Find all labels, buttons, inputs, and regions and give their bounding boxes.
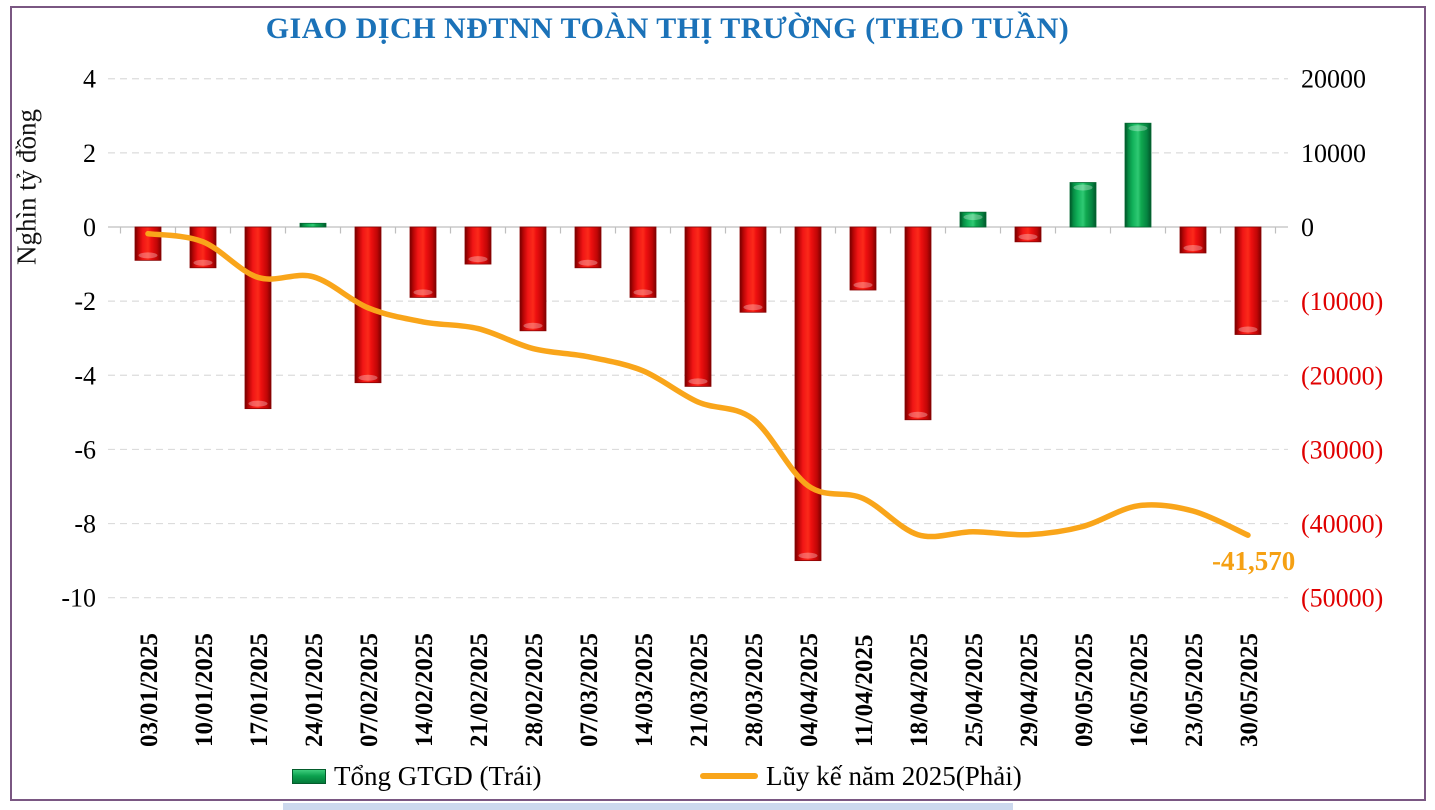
right-axis-tick-label: (10000) bbox=[1301, 287, 1383, 316]
legend-item-line: Lũy kế năm 2025(Phải) bbox=[700, 758, 1022, 794]
line-series-swatch-icon bbox=[700, 773, 758, 779]
x-axis-date-label: 07/03/2025 bbox=[576, 633, 603, 747]
cumulative-line bbox=[145, 230, 1251, 540]
bar-cap-highlight bbox=[963, 214, 983, 221]
left-axis-tick-label: 2 bbox=[83, 139, 96, 168]
line-series bbox=[145, 230, 1251, 540]
chart-title: GIAO DỊCH NĐTNN TOÀN THỊ TRƯỜNG (THEO TU… bbox=[265, 12, 1070, 45]
left-axis-tick-label: -8 bbox=[74, 510, 96, 539]
legend-label-bars: Tổng GTGD (Trái) bbox=[334, 760, 542, 791]
bar-cap-highlight bbox=[413, 289, 433, 296]
bar-04-04-2025 bbox=[794, 226, 822, 562]
bar-14-03-2025 bbox=[629, 226, 657, 298]
x-axis-date-label: 09/05/2025 bbox=[1071, 633, 1098, 747]
bar-series-swatch-icon bbox=[292, 768, 326, 784]
right-axis-tick-label: 0 bbox=[1301, 213, 1314, 242]
bar-23-05-2025 bbox=[1179, 226, 1207, 254]
x-axis-date-label: 28/03/2025 bbox=[741, 633, 768, 747]
x-axis-date-label: 21/03/2025 bbox=[686, 633, 713, 747]
bar-30-05-2025 bbox=[1234, 226, 1262, 335]
bar-cap-highlight bbox=[1073, 184, 1093, 191]
bar-21-02-2025 bbox=[464, 226, 492, 265]
bar-14-02-2025 bbox=[409, 226, 437, 298]
x-axis-date-label: 04/04/2025 bbox=[796, 633, 823, 747]
x-axis-date-label: 23/05/2025 bbox=[1181, 633, 1208, 747]
left-axis-tick-label: -6 bbox=[74, 435, 96, 464]
left-axis-tick-label: 4 bbox=[83, 65, 96, 94]
bar-cap-highlight bbox=[908, 411, 928, 418]
x-axis-date-label: 25/04/2025 bbox=[961, 633, 988, 747]
left-axis-tick-label: -4 bbox=[74, 361, 96, 390]
bar-cap-highlight bbox=[523, 322, 543, 329]
left-axis-tick-label: -10 bbox=[61, 584, 96, 613]
bar-09-05-2025 bbox=[1069, 182, 1097, 228]
x-axis-date-label: 21/02/2025 bbox=[466, 633, 493, 747]
right-axis-tick-label: (40000) bbox=[1301, 510, 1383, 539]
x-axis-date-label: 24/01/2025 bbox=[301, 633, 328, 747]
bar-cap-highlight bbox=[798, 552, 818, 559]
bar-07-03-2025 bbox=[574, 226, 602, 269]
bar-cap-highlight bbox=[1018, 233, 1038, 240]
right-axis-tick-label: (30000) bbox=[1301, 435, 1383, 464]
right-axis-tick-label: 10000 bbox=[1301, 139, 1366, 168]
bar-17-01-2025 bbox=[244, 226, 272, 410]
bottom-strip bbox=[283, 803, 1013, 810]
left-axis-tick-label: -2 bbox=[74, 287, 96, 316]
x-axis-date-label: 29/04/2025 bbox=[1016, 633, 1043, 747]
bar-cap-highlight bbox=[633, 289, 653, 296]
line-end-annotation: -41,570 bbox=[1212, 546, 1295, 576]
x-axis-date-label: 17/01/2025 bbox=[246, 633, 273, 747]
legend-label-line: Lũy kế năm 2025(Phải) bbox=[766, 760, 1022, 791]
bar-11-04-2025 bbox=[849, 226, 877, 291]
right-axis-tick-label: (20000) bbox=[1301, 361, 1383, 390]
bar-cap-highlight bbox=[1238, 326, 1258, 333]
x-axis-date-label: 14/02/2025 bbox=[411, 633, 438, 747]
bar-24-01-2025 bbox=[299, 222, 327, 228]
x-axis-date-label: 30/05/2025 bbox=[1236, 633, 1263, 747]
bar-cap-highlight bbox=[193, 259, 213, 266]
bar-07-02-2025 bbox=[354, 226, 382, 384]
bar-cap-highlight bbox=[853, 282, 873, 289]
bar-cap-highlight bbox=[743, 304, 763, 311]
bar-29-04-2025 bbox=[1014, 226, 1042, 243]
bar-series bbox=[134, 122, 1262, 562]
bar-cap-highlight bbox=[1128, 125, 1148, 132]
x-axis-date-label: 16/05/2025 bbox=[1126, 633, 1153, 747]
bar-cap-highlight bbox=[1183, 244, 1203, 251]
axis-labels: 4 20000 2 10000 0 0 -2 (10000) -4 (20000) -6 (30000… bbox=[61, 65, 1383, 747]
bar-28-02-2025 bbox=[519, 226, 547, 332]
x-axis-date-label: 14/03/2025 bbox=[631, 633, 658, 747]
x-axis-date-label: 07/02/2025 bbox=[356, 633, 383, 747]
bar-cap-highlight bbox=[358, 374, 378, 381]
x-axis-date-label: 03/01/2025 bbox=[136, 633, 163, 747]
x-axis-date-label: 11/04/2025 bbox=[851, 634, 878, 747]
x-axis-date-label: 10/01/2025 bbox=[191, 633, 218, 747]
bar-21-03-2025 bbox=[684, 226, 712, 387]
bar-cap-highlight bbox=[248, 400, 268, 407]
x-axis-date-label: 18/04/2025 bbox=[906, 633, 933, 747]
bar-16-05-2025 bbox=[1124, 122, 1152, 228]
bar-cap-highlight bbox=[138, 252, 158, 259]
right-axis-tick-label: 20000 bbox=[1301, 65, 1366, 94]
bar-25-04-2025 bbox=[959, 211, 987, 228]
legend-item-bars: Tổng GTGD (Trái) bbox=[292, 758, 541, 794]
x-axis-date-label: 28/02/2025 bbox=[521, 633, 548, 747]
chart-frame bbox=[10, 6, 1426, 801]
bar-18-04-2025 bbox=[904, 226, 932, 421]
left-axis-tick-label: 0 bbox=[83, 213, 96, 242]
legend: Tổng GTGD (Trái) Lũy kế năm 2025(Phải) bbox=[0, 758, 1435, 794]
bar-cap-highlight bbox=[578, 259, 598, 266]
bar-28-03-2025 bbox=[739, 226, 767, 313]
bar-cap-highlight bbox=[468, 256, 488, 263]
bar-cap-highlight bbox=[688, 378, 708, 385]
right-axis-tick-label: (50000) bbox=[1301, 584, 1383, 613]
